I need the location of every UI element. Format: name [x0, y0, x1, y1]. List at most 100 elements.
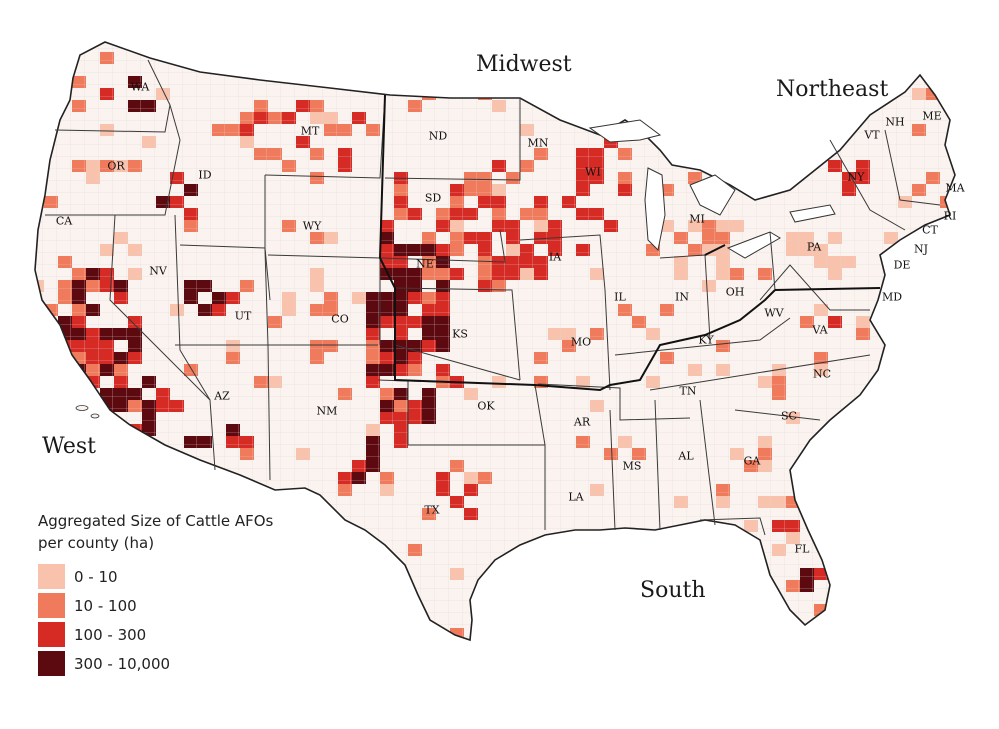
border-nd-sd-mn [384, 98, 521, 181]
county-cell [758, 64, 772, 76]
state-label-co: CO [331, 312, 349, 326]
border-ky-tn [614, 317, 791, 356]
state-label-nd: ND [428, 129, 448, 143]
county-cell [758, 628, 772, 640]
state-label-mo: MO [570, 335, 592, 349]
state-label-fl: FL [794, 542, 810, 556]
county-cell [926, 460, 940, 472]
legend-swatch-class-1 [38, 564, 65, 589]
border-wa-or [54, 59, 171, 133]
state-label-il: IL [614, 290, 626, 304]
county-cell [856, 42, 870, 52]
state-label-vt: VT [864, 128, 880, 142]
border-ca-nv [109, 214, 211, 401]
great-lakes [588, 119, 836, 259]
state-label-ne: NE [416, 257, 434, 271]
region-label-northeast: Northeast [776, 77, 889, 102]
legend-swatch-class-4 [38, 651, 65, 676]
state-label-or: OR [107, 159, 125, 173]
channel-islands [75, 405, 100, 419]
county-cell [870, 532, 884, 544]
lake-michigan [644, 167, 666, 252]
state-label-sd: SD [424, 191, 442, 205]
state-label-sc: SC [781, 409, 797, 423]
county-cell [254, 52, 268, 64]
legend-label-class-4: 300 - 10,000 [74, 654, 171, 673]
state-label-wv: WV [764, 306, 784, 320]
border-nv-az [174, 214, 216, 471]
border-tn-nc [649, 354, 871, 391]
county-cell [114, 424, 128, 436]
county-cell [366, 544, 380, 556]
county-cell [408, 76, 422, 88]
county-cell [352, 532, 366, 544]
border-sd-ne [379, 229, 506, 263]
legend-title: Aggregated Size of Cattle AFOs per count… [38, 512, 274, 552]
state-label-me: ME [922, 109, 942, 123]
county-cell [114, 436, 128, 448]
county-cell [58, 400, 72, 412]
county-cell [758, 136, 772, 148]
county-cell [926, 400, 940, 412]
county-cell [576, 112, 590, 124]
state-label-nc: NC [812, 367, 832, 381]
state-label-wi: WI [585, 165, 601, 179]
state-borders [45, 59, 941, 536]
border-ms-west [609, 409, 616, 531]
state-label-tx: TX [424, 503, 440, 517]
legend-item: 10 - 100 [38, 591, 298, 620]
region-label-west: West [42, 434, 96, 459]
county-cell [506, 592, 520, 604]
border-new-england [884, 129, 941, 206]
region-label-midwest: Midwest [476, 52, 572, 77]
legend-item: 0 - 10 [38, 562, 298, 591]
region-boundaries [378, 94, 881, 392]
county-cell [128, 496, 142, 508]
legend-label-class-2: 10 - 100 [74, 596, 137, 615]
state-label-al: AL [678, 449, 694, 463]
border-fl-north [699, 517, 766, 536]
lake-ontario [789, 204, 836, 223]
us-coastline [34, 41, 956, 642]
county-cell [58, 364, 72, 376]
state-label-mn: MN [527, 136, 549, 150]
border-ut-co-az-nm [264, 175, 271, 481]
border-ny-ne [829, 139, 906, 231]
border-nc-sc [734, 409, 821, 421]
state-label-md: MD [881, 290, 903, 304]
state-label-de: DE [893, 258, 911, 272]
county-cell [184, 472, 198, 484]
county-cell [744, 52, 758, 64]
state-label-mt: MT [300, 124, 320, 138]
state-label-va: VA [812, 323, 828, 337]
county-cell [814, 112, 828, 124]
county-cell [842, 112, 856, 124]
county-cell [58, 376, 72, 388]
state-label-oh: OH [725, 285, 745, 299]
state-label-wy: WY [302, 219, 322, 233]
lake-erie [726, 231, 781, 259]
county-cell [940, 304, 954, 316]
state-label-ia: IA [548, 250, 562, 264]
state-label-ma: MA [945, 181, 965, 195]
county-cell [632, 52, 646, 64]
county-cell [898, 42, 912, 52]
county-cell [72, 412, 86, 424]
state-label-wa: WA [130, 80, 150, 94]
county-cell [366, 568, 380, 580]
region-border-northeast-south [774, 287, 881, 291]
state-label-nv: NV [149, 264, 167, 278]
county-cell [72, 376, 86, 388]
county-cell [296, 568, 310, 580]
lake-superior [588, 119, 662, 143]
county-cell [366, 616, 380, 628]
county-cell [884, 436, 898, 448]
state-label-nm: NM [316, 404, 338, 418]
legend-item: 100 - 300 [38, 620, 298, 649]
border-or-ca-nv-id [45, 104, 181, 216]
border-al-ga [699, 399, 716, 526]
legend-label-class-1: 0 - 10 [74, 567, 118, 586]
county-cell [856, 604, 870, 616]
